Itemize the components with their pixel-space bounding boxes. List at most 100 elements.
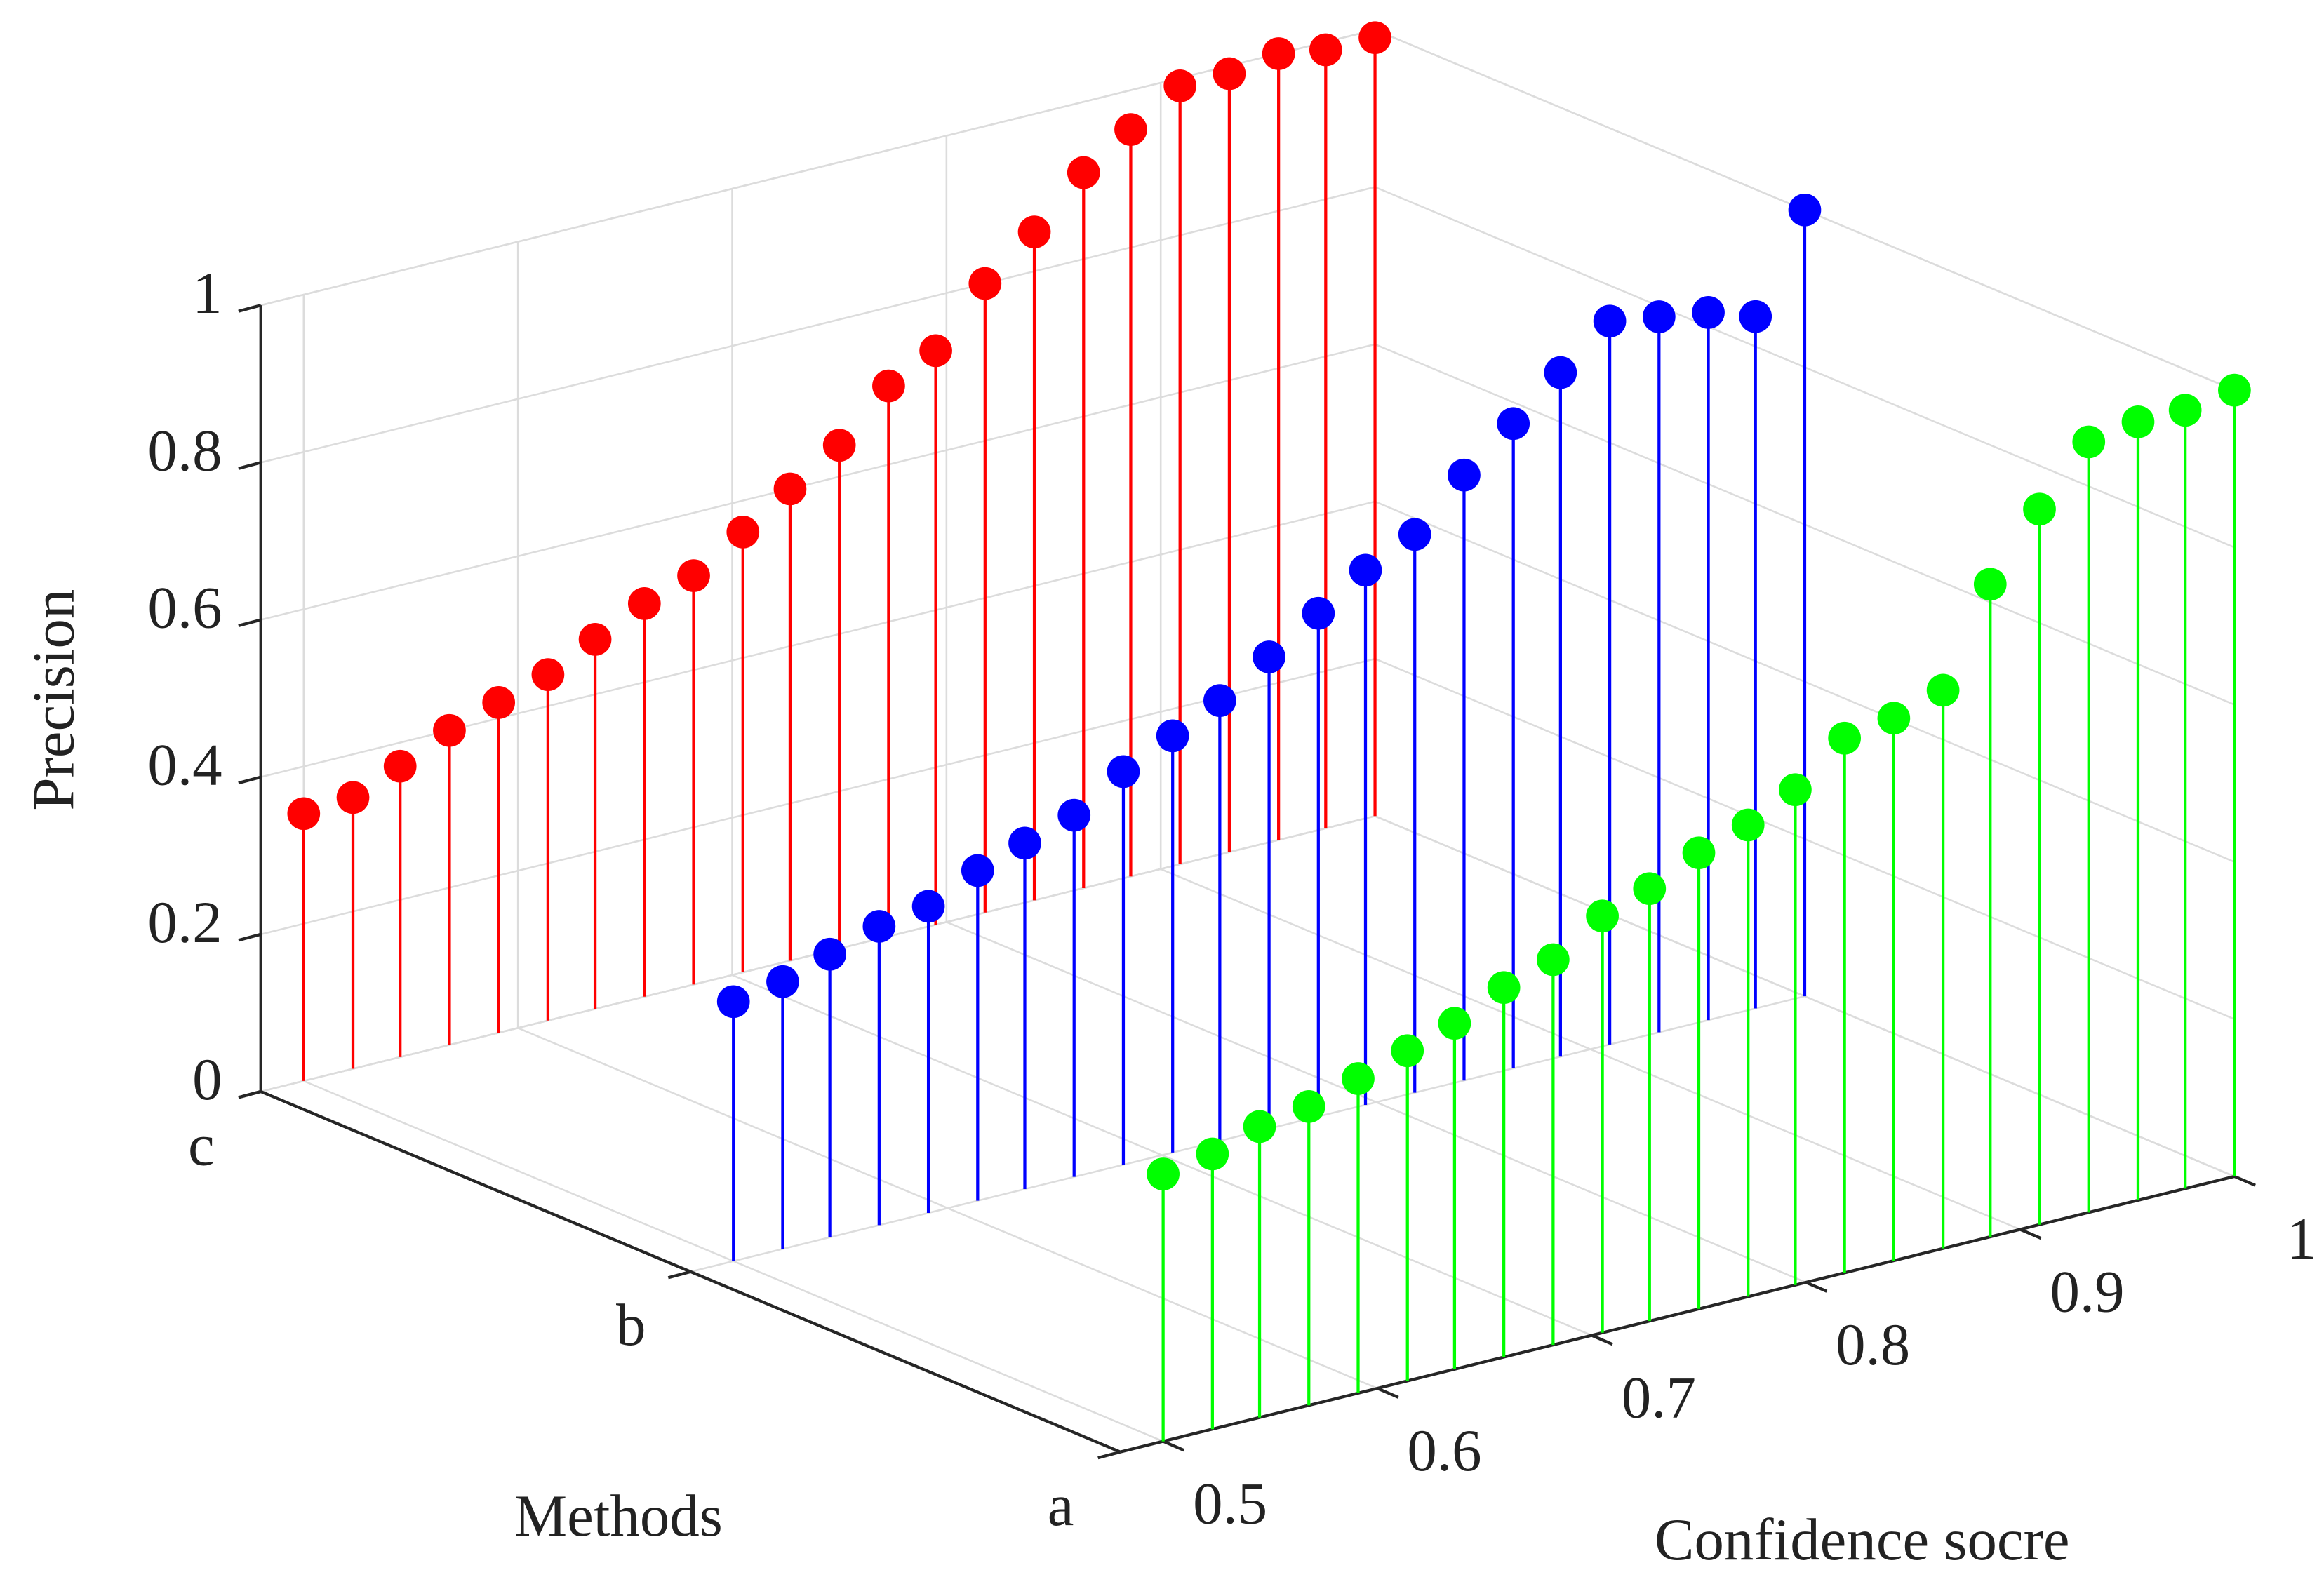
grid-line xyxy=(260,343,1375,621)
stem-marker xyxy=(1448,458,1481,492)
stem-marker xyxy=(1731,808,1765,842)
stem-marker xyxy=(1642,300,1676,333)
stem-marker xyxy=(2168,394,2202,427)
stem-marker xyxy=(1114,113,1147,146)
stem-marker xyxy=(1067,156,1100,189)
stem-marker xyxy=(822,429,856,462)
z-tick-label: 0 xyxy=(192,1047,222,1113)
stem-marker xyxy=(531,658,565,691)
stem-marker xyxy=(1342,1062,1375,1095)
stem-marker xyxy=(726,516,760,549)
stem-marker xyxy=(1017,215,1051,249)
stem-marker xyxy=(627,587,661,620)
stem-marker xyxy=(716,985,750,1019)
methods-tick-label: c xyxy=(188,1112,215,1178)
stem-marker xyxy=(1487,971,1521,1005)
z-tick xyxy=(238,304,262,313)
stem-marker xyxy=(1358,21,1391,55)
stem-marker xyxy=(2121,405,2155,438)
stem-marker xyxy=(1682,836,1716,870)
x-tick-label: 1 xyxy=(2287,1206,2316,1272)
z-tick-label: 0.6 xyxy=(147,575,222,640)
stem-marker xyxy=(1349,553,1382,587)
z-tick xyxy=(238,461,262,470)
x-tick xyxy=(1805,1281,1828,1293)
stem-marker xyxy=(1253,640,1285,673)
stem-marker xyxy=(1203,684,1236,717)
stem-marker xyxy=(961,854,994,887)
z-tick-label: 0.4 xyxy=(147,732,222,798)
stem-marker xyxy=(578,623,612,656)
stem-marker xyxy=(1537,943,1570,977)
stem-marker xyxy=(1497,407,1530,441)
z-tick xyxy=(238,932,262,942)
stem-marker xyxy=(1926,673,1960,707)
stem-marker xyxy=(1292,1089,1325,1123)
stem-marker xyxy=(1779,773,1812,807)
x-tick xyxy=(1377,1387,1399,1399)
z-tick xyxy=(238,775,262,785)
stem-marker xyxy=(1196,1137,1229,1171)
stem-marker xyxy=(766,965,799,998)
stem-marker xyxy=(336,781,370,814)
z-tick xyxy=(238,618,262,628)
methods-axis-label: Methods xyxy=(514,1483,723,1549)
stem-marker xyxy=(919,334,952,368)
stem-marker xyxy=(1739,300,1772,333)
stem-marker xyxy=(1107,755,1140,788)
stem-marker xyxy=(1692,296,1725,329)
grid-line xyxy=(260,186,1375,464)
methods-tick xyxy=(238,1089,262,1099)
stem-marker xyxy=(813,937,846,971)
stem-marker xyxy=(287,797,321,831)
stem-marker xyxy=(677,559,710,592)
stem-marker xyxy=(1156,719,1189,753)
stem-marker xyxy=(1213,57,1246,90)
stem-marker xyxy=(2072,425,2106,459)
stem-marker xyxy=(1973,568,2007,601)
stem-marker xyxy=(1262,37,1295,70)
stem-marker xyxy=(1008,826,1041,860)
x-tick-label: 0.8 xyxy=(1836,1312,1910,1378)
z-tick-label: 0.2 xyxy=(147,890,222,955)
stem-marker xyxy=(2023,492,2056,526)
methods-tick xyxy=(667,1270,691,1280)
stem-marker xyxy=(433,713,466,747)
stem-marker xyxy=(1302,596,1335,630)
stem-marker xyxy=(862,910,896,943)
stem-marker xyxy=(1544,356,1577,389)
stem-marker xyxy=(1243,1110,1276,1143)
stem-marker xyxy=(482,686,516,719)
x-axis xyxy=(1120,1174,2235,1454)
grid-line xyxy=(260,657,1375,936)
methods-tick-label: b xyxy=(616,1292,646,1358)
stem-marker xyxy=(1309,33,1342,67)
z-tick-label: 0.8 xyxy=(147,417,222,483)
x-tick xyxy=(2019,1228,2042,1240)
stem-marker xyxy=(2218,373,2251,407)
stem-marker xyxy=(1788,193,1822,227)
stem-marker xyxy=(1057,798,1091,832)
stem-marker xyxy=(911,890,945,923)
methods-tick-label: a xyxy=(1048,1472,1074,1538)
stem-marker xyxy=(1828,721,1861,755)
stem-marker xyxy=(1163,69,1197,102)
x-tick-label: 0.6 xyxy=(1407,1418,1481,1484)
x-axis-label: Confidence socre xyxy=(1655,1507,2070,1573)
stem-marker xyxy=(872,369,905,403)
z-axis-label: Precision xyxy=(21,589,87,811)
stem-marker xyxy=(383,749,417,783)
stem-marker xyxy=(1391,1034,1424,1068)
x-tick xyxy=(2233,1175,2256,1187)
stem-marker xyxy=(1438,1007,1471,1040)
x-tick xyxy=(1162,1440,1185,1452)
x-tick-label: 0.7 xyxy=(1622,1365,1696,1431)
x-tick xyxy=(1591,1334,1613,1346)
stem-marker xyxy=(1398,518,1431,551)
stem-marker xyxy=(1633,872,1667,906)
stem-marker xyxy=(773,472,807,506)
stem-marker xyxy=(1593,304,1627,338)
stem-marker xyxy=(1586,899,1619,933)
stem-marker xyxy=(1147,1157,1180,1190)
